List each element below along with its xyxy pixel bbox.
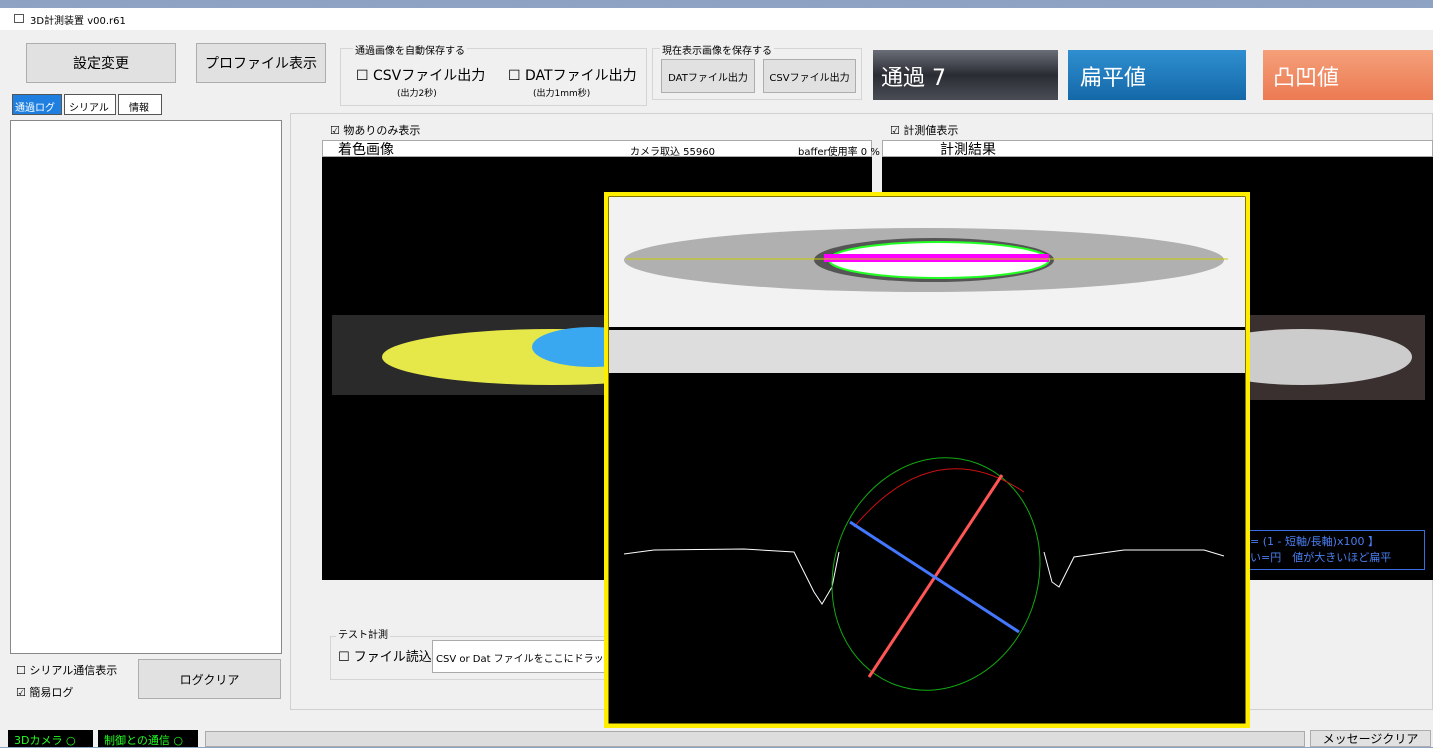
formula-text: い=円 値が大きいほど扁平 [1250, 551, 1392, 564]
header-label: 着色画像 [338, 142, 394, 158]
dat-checkbox[interactable]: ☐ DATファイル出力 [508, 68, 637, 84]
window-title: 3D計測装置 v00.r61 [30, 16, 126, 27]
color-header [322, 140, 872, 157]
message-clear-button[interactable]: メッセージクリア [1310, 730, 1431, 747]
tab[interactable]: 情報 [118, 94, 162, 115]
tab[interactable]: シリアル [64, 94, 116, 115]
drop-area[interactable]: CSV or Dat ファイルをここにドラッ [432, 640, 620, 673]
csv-checkbox[interactable]: ☐ CSVファイル出力 [356, 68, 486, 84]
tab[interactable]: 通過ログ [12, 94, 62, 115]
log-list [10, 120, 282, 654]
show-measurement-checkbox[interactable]: ☑ 計測値表示 [890, 124, 959, 137]
auto-save-group [340, 48, 647, 106]
csv-save-button[interactable]: CSVファイル出力 [763, 59, 856, 93]
settings-button[interactable]: 設定変更 [26, 43, 176, 83]
note: (出力1mm秒) [533, 89, 591, 99]
objects-only-checkbox[interactable]: ☑ 物ありのみ表示 [330, 124, 421, 137]
title-bar [0, 8, 1433, 30]
formula-box: = (1 - 短軸/長軸)x100 】 い=円 値が大きいほど扁平 [1245, 530, 1425, 570]
note: (出力2秒) [397, 89, 437, 99]
dat-save-button[interactable]: DATファイル出力 [661, 59, 755, 93]
group-title: 通過画像を自動保存する [353, 42, 467, 57]
zoom-overlay [604, 192, 1250, 728]
message-bar [205, 731, 1305, 747]
buffer-usage: baffer使用率 0 % [798, 147, 880, 158]
group-title: テスト計測 [336, 626, 390, 641]
log-clear-button[interactable]: ログクリア [138, 659, 281, 699]
app-icon [14, 14, 24, 23]
group-title: 現在表示画像を保存する [660, 42, 774, 57]
serial-checkbox[interactable]: ☐ シリアル通信表示 [16, 664, 118, 677]
flatness-panel: 扁平値 [1068, 50, 1246, 100]
control-status: 制御との通信 ○ [98, 730, 198, 747]
unevenness-panel: 凸凹値 [1263, 50, 1433, 100]
formula-text: = (1 - 短軸/長軸)x100 】 [1250, 535, 1379, 548]
camera-count: カメラ取込 55960 [630, 147, 715, 158]
camera-status: 3Dカメラ ○ [8, 730, 93, 747]
profile-button[interactable]: プロファイル表示 [196, 43, 326, 83]
file-read-checkbox[interactable]: ☐ ファイル読込 [338, 650, 432, 665]
header-label: 計測結果 [940, 142, 996, 158]
pass-panel: 通過 7 [873, 50, 1058, 100]
simple-log-checkbox[interactable]: ☑ 簡易ログ [16, 686, 74, 699]
